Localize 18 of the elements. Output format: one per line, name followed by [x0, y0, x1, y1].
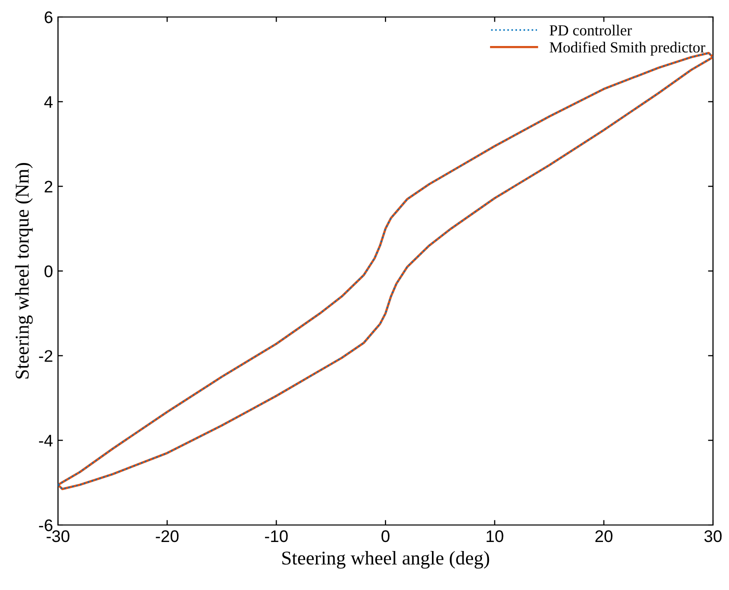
x-tick-label: 10 [486, 530, 504, 542]
legend-label: PD controller [550, 24, 632, 36]
y-tick-label: -2 [39, 350, 52, 362]
y-tick-label: -6 [39, 519, 52, 532]
x-tick-label: -30 [46, 530, 70, 542]
x-tick-label: 0 [382, 530, 390, 542]
y-tick-label: 2 [44, 180, 52, 192]
x-tick-label: 30 [704, 530, 722, 542]
y-tick-label: 6 [44, 11, 52, 24]
y-tick-label: 0 [44, 265, 52, 278]
y-tick-label: -4 [39, 434, 53, 446]
x-tick-label: -10 [265, 530, 288, 542]
y-axis-title: Steering wheel torque (Nm) [15, 163, 33, 378]
x-axis-title: Steering wheel angle (deg) [282, 550, 490, 569]
y-tick-label: 4 [44, 96, 53, 108]
legend-label: Modified Smith predictor [550, 42, 706, 56]
x-tick-label: -20 [156, 530, 179, 542]
x-tick-label: 20 [595, 530, 612, 542]
